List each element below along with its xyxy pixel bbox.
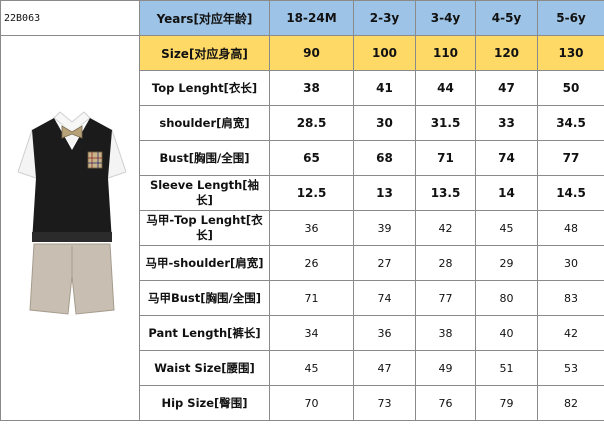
cell-value: 50: [537, 70, 604, 106]
size-value: 120: [475, 35, 538, 71]
table-row: Bust[胸围/全围] 65 68 71 74 77: [1, 140, 604, 176]
years-header: Years[对应年龄]: [139, 0, 270, 36]
row-label: 马甲Bust[胸围/全围]: [139, 280, 270, 316]
cell-value: 28.5: [269, 105, 354, 141]
table-row: Hip Size[臀围] 70 73 76 79 82: [1, 385, 604, 421]
cell-value: 76: [415, 385, 476, 421]
plaid-pocket: [87, 151, 103, 169]
table-row: Waist Size[腰围] 45 47 49 51 53: [1, 350, 604, 386]
age-header: 4-5y: [475, 0, 538, 36]
boys-outfit-image: [18, 111, 126, 315]
age-header: 3-4y: [415, 0, 476, 36]
cell-value: 31.5: [415, 105, 476, 141]
row-label: Sleeve Length[袖长]: [139, 175, 270, 211]
size-label: Size[对应身高]: [139, 35, 270, 71]
cell-value: 71: [415, 140, 476, 176]
cell-value: 68: [353, 140, 416, 176]
cell-value: 38: [269, 70, 354, 106]
cell-value: 71: [269, 280, 354, 316]
table-row: 马甲Bust[胸围/全围] 71 74 77 80 83: [1, 280, 604, 316]
cell-value: 34: [269, 315, 354, 351]
age-header: 2-3y: [353, 0, 416, 36]
cell-value: 48: [537, 210, 604, 246]
size-value: 90: [269, 35, 354, 71]
cell-value: 80: [475, 280, 538, 316]
table-row: 马甲-shoulder[肩宽] 26 27 28 29 30: [1, 245, 604, 281]
cell-value: 14: [475, 175, 538, 211]
cell-value: 14.5: [537, 175, 604, 211]
table-row: Sleeve Length[袖长] 12.5 13 13.5 14 14.5: [1, 175, 604, 211]
cell-value: 77: [415, 280, 476, 316]
cell-value: 74: [475, 140, 538, 176]
row-label: 马甲-shoulder[肩宽]: [139, 245, 270, 281]
cell-value: 40: [475, 315, 538, 351]
cell-value: 53: [537, 350, 604, 386]
cell-value: 34.5: [537, 105, 604, 141]
table-row: 马甲-Top Lenght[衣长] 36 39 42 45 48: [1, 210, 604, 246]
age-header: 18-24M: [269, 0, 354, 36]
cell-value: 26: [269, 245, 354, 281]
row-label: 马甲-Top Lenght[衣长]: [139, 210, 270, 246]
cell-value: 13.5: [415, 175, 476, 211]
cell-value: 44: [415, 70, 476, 106]
row-label: Waist Size[腰围]: [139, 350, 270, 386]
age-header: 5-6y: [537, 0, 604, 36]
cell-value: 28: [415, 245, 476, 281]
cell-value: 83: [537, 280, 604, 316]
row-label: Pant Length[裤长]: [139, 315, 270, 351]
bow-tie: [61, 125, 83, 139]
product-code: 22B063: [0, 0, 140, 36]
cell-value: 45: [269, 350, 354, 386]
cell-value: 65: [269, 140, 354, 176]
size-value: 110: [415, 35, 476, 71]
cell-value: 47: [475, 70, 538, 106]
header-row: 22B063 Years[对应年龄] 18-24M 2-3y 3-4y 4-5y…: [0, 0, 604, 36]
cell-value: 38: [415, 315, 476, 351]
cell-value: 82: [537, 385, 604, 421]
cell-value: 30: [353, 105, 416, 141]
table-row: Pant Length[裤长] 34 36 38 40 42: [1, 315, 604, 351]
cell-value: 51: [475, 350, 538, 386]
cell-value: 49: [415, 350, 476, 386]
cell-value: 39: [353, 210, 416, 246]
table-row: shoulder[肩宽] 28.5 30 31.5 33 34.5: [1, 105, 604, 141]
size-value: 100: [353, 35, 416, 71]
cell-value: 77: [537, 140, 604, 176]
shorts: [29, 243, 115, 315]
cell-value: 12.5: [269, 175, 354, 211]
cell-value: 36: [353, 315, 416, 351]
cell-value: 42: [537, 315, 604, 351]
cell-value: 29: [475, 245, 538, 281]
row-label: Top Lenght[衣长]: [139, 70, 270, 106]
vest-body: [32, 118, 112, 242]
cell-value: 45: [475, 210, 538, 246]
size-row: Size[对应身高] 90 100 110 120 130: [0, 35, 604, 421]
cell-value: 41: [353, 70, 416, 106]
cell-value: 74: [353, 280, 416, 316]
cell-value: 70: [269, 385, 354, 421]
cell-value: 13: [353, 175, 416, 211]
table-row: Top Lenght[衣长] 38 41 44 47 50: [1, 70, 604, 106]
row-label: Bust[胸围/全围]: [139, 140, 270, 176]
cell-value: 30: [537, 245, 604, 281]
cell-value: 42: [415, 210, 476, 246]
cell-value: 36: [269, 210, 354, 246]
cell-value: 73: [353, 385, 416, 421]
cell-value: 27: [353, 245, 416, 281]
row-label: shoulder[肩宽]: [139, 105, 270, 141]
cell-value: 79: [475, 385, 538, 421]
row-label: Hip Size[臀围]: [139, 385, 270, 421]
size-value: 130: [537, 35, 604, 71]
cell-value: 47: [353, 350, 416, 386]
cell-value: 33: [475, 105, 538, 141]
